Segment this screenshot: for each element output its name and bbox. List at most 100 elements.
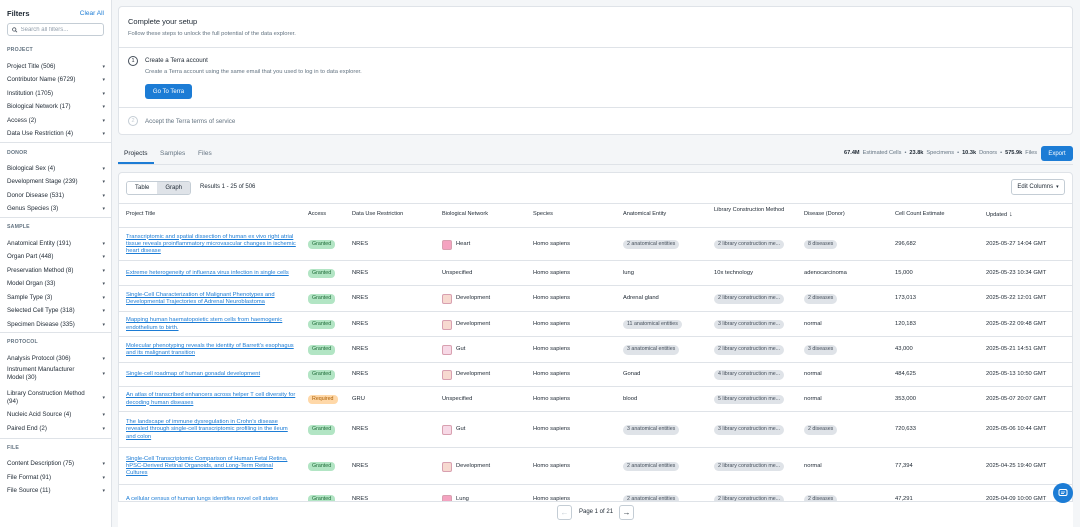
filter-item[interactable]: Nucleic Acid Source (4) ▾	[7, 411, 105, 418]
table-cell: 15,000	[895, 261, 980, 286]
tab-samples[interactable]: Samples	[160, 150, 186, 157]
next-page-button[interactable]: →	[619, 505, 634, 520]
column-header[interactable]: Biological Network	[442, 211, 527, 218]
column-header[interactable]: Updated ↓	[986, 211, 1071, 219]
graph-view-button[interactable]: Graph	[157, 182, 191, 194]
project-title-link[interactable]: Single-cell roadmap of human gonadal dev…	[126, 371, 261, 378]
anatomical-entity[interactable]: 2 anatomical entities	[623, 461, 680, 472]
help-chat-button[interactable]	[1053, 483, 1073, 503]
edit-columns-button[interactable]: Edit Columns ▾	[1011, 179, 1065, 195]
donor-disease[interactable]: 8 diseases	[804, 239, 838, 250]
filter-item[interactable]: Preservation Method (8) ▾	[7, 267, 105, 274]
library-construction-method[interactable]: 2 library construction me...	[714, 495, 785, 505]
chevron-down-icon: ▾	[102, 90, 105, 97]
chevron-down-icon: ▾	[102, 294, 105, 301]
previous-page-button[interactable]: ←	[557, 505, 572, 520]
table-cell: NRES	[352, 337, 437, 363]
cell-count: 484,625	[895, 371, 916, 378]
filter-item[interactable]: Genus Species (3) ▾	[7, 205, 105, 212]
column-header[interactable]: Library Construction Method	[714, 207, 799, 214]
filter-item-label: Organ Part (448)	[7, 253, 54, 260]
filter-item[interactable]: File Source (11) ▾	[7, 487, 105, 494]
filter-search-input[interactable]	[20, 26, 103, 33]
filter-item[interactable]: Specimen Disease (335) ▾	[7, 321, 105, 328]
library-construction-method[interactable]: 3 library construction me...	[714, 319, 785, 330]
library-construction-method[interactable]: 2 library construction me...	[714, 294, 785, 304]
filter-item[interactable]: Content Description (75) ▾	[7, 460, 105, 467]
anatomical-entity[interactable]: 2 anatomical entities	[623, 495, 680, 505]
column-header[interactable]: Anatomical Entity	[623, 211, 708, 218]
development-organ-icon	[442, 294, 452, 304]
cell-count: 173,013	[895, 295, 916, 302]
project-title-link[interactable]: An atlas of transcribed enhancers across…	[126, 392, 296, 406]
library-construction-method[interactable]: 4 library construction me...	[714, 370, 785, 380]
filter-item[interactable]: Sample Type (3) ▾	[7, 294, 105, 301]
filter-item[interactable]: Data Use Restriction (4) ▾	[7, 130, 105, 137]
species: Homo sapiens	[533, 320, 571, 327]
column-header[interactable]: Data Use Restriction	[352, 211, 437, 218]
library-construction-method[interactable]: 2 library construction me...	[714, 461, 785, 472]
access-badge: Granted	[308, 495, 336, 505]
project-title-link[interactable]: Single-Cell Transcriptomic Comparison of…	[126, 455, 288, 477]
anatomical-entity[interactable]: 2 anatomical entities	[623, 239, 680, 250]
donor-disease[interactable]: 2 diseases	[804, 495, 838, 505]
project-title-link[interactable]: Mapping human haematopoietic stem cells …	[126, 317, 283, 331]
filter-item[interactable]: Instrument Manufacturer Model (30) ▾	[7, 366, 105, 382]
project-title-link[interactable]: A cellular census of human lungs identif…	[126, 496, 279, 503]
go-to-terra-button[interactable]: Go To Terra	[145, 84, 192, 99]
filter-search-box[interactable]	[7, 23, 104, 36]
filter-item[interactable]: File Format (91) ▾	[7, 474, 105, 481]
clear-all-link[interactable]: Clear All	[79, 9, 104, 17]
table-cell: Gut	[442, 412, 527, 448]
filter-item[interactable]: Selected Cell Type (318) ▾	[7, 307, 105, 314]
library-construction-method[interactable]: 5 library construction me...	[714, 394, 785, 405]
project-title-link[interactable]: The landscape of immune dysregulation in…	[126, 419, 288, 440]
filter-item[interactable]: Analysis Protocol (306) ▾	[7, 355, 105, 362]
donor-disease[interactable]: 2 diseases	[804, 294, 838, 304]
column-header[interactable]: Cell Count Estimate	[895, 211, 980, 218]
project-title-link[interactable]: Extreme heterogeneity of influenza virus…	[126, 269, 289, 276]
filter-item[interactable]: Model Organ (33) ▾	[7, 280, 105, 287]
anatomical-entity[interactable]: 3 anatomical entities	[623, 345, 680, 355]
library-construction-method[interactable]: 3 library construction me...	[714, 425, 785, 435]
table-cell: 77,394	[895, 448, 980, 485]
table-cell: 353,000	[895, 387, 980, 412]
library-construction-method[interactable]: 2 library construction me...	[714, 239, 785, 250]
filter-item[interactable]: Access (2) ▾	[7, 117, 105, 124]
filter-item[interactable]: Anatomical Entity (191) ▾	[7, 240, 105, 247]
donor-disease[interactable]: 3 diseases	[804, 345, 838, 355]
column-header[interactable]: Disease (Donor)	[804, 211, 889, 218]
project-title-link[interactable]: Molecular phenotyping reveals the identi…	[126, 342, 294, 356]
filter-item[interactable]: Biological Sex (4) ▾	[7, 165, 105, 172]
table-cell: 5 library construction me...	[714, 387, 799, 412]
filter-item[interactable]: Institution (1705) ▾	[7, 90, 105, 97]
filter-item[interactable]: Biological Network (17) ▾	[7, 103, 105, 110]
filter-item[interactable]: Contributor Name (6729) ▾	[7, 76, 105, 83]
filter-item-label: Development Stage (239)	[7, 178, 78, 185]
anatomical-entity[interactable]: 3 anatomical entities	[623, 425, 680, 435]
anatomical-entity[interactable]: 11 anatomical entities	[623, 319, 682, 330]
access-badge: Granted	[308, 268, 336, 279]
filter-item[interactable]: Development Stage (239) ▾	[7, 178, 105, 185]
project-title-link[interactable]: Transcriptomic and spatial dissection of…	[126, 233, 296, 255]
donor-disease[interactable]: 2 diseases	[804, 425, 838, 435]
filter-item[interactable]: Project Title (506) ▾	[7, 63, 105, 70]
cell-count: 43,000	[895, 346, 913, 353]
export-button[interactable]: Export	[1041, 146, 1073, 161]
filter-item-label: Analysis Protocol (306)	[7, 355, 71, 362]
tab-projects[interactable]: Projects	[124, 150, 148, 157]
table-cell: An atlas of transcribed enhancers across…	[126, 387, 296, 412]
library-construction-method[interactable]: 2 library construction me...	[714, 345, 785, 355]
development-organ-icon	[442, 461, 452, 472]
tab-files[interactable]: Files	[198, 150, 212, 157]
table-view-button[interactable]: Table	[127, 182, 158, 194]
column-header[interactable]: Access	[308, 211, 348, 218]
table-cell: Homo sapiens	[533, 387, 618, 412]
column-header[interactable]: Species	[533, 211, 618, 218]
column-header[interactable]: Project Title	[126, 211, 296, 218]
filter-item[interactable]: Library Construction Method (94) ▾	[7, 390, 105, 406]
filter-item[interactable]: Organ Part (448) ▾	[7, 253, 105, 260]
filter-item[interactable]: Donor Disease (531) ▾	[7, 192, 105, 199]
project-title-link[interactable]: Single-Cell Characterization of Malignan…	[126, 291, 275, 305]
filter-item[interactable]: Paired End (2) ▾	[7, 425, 105, 432]
